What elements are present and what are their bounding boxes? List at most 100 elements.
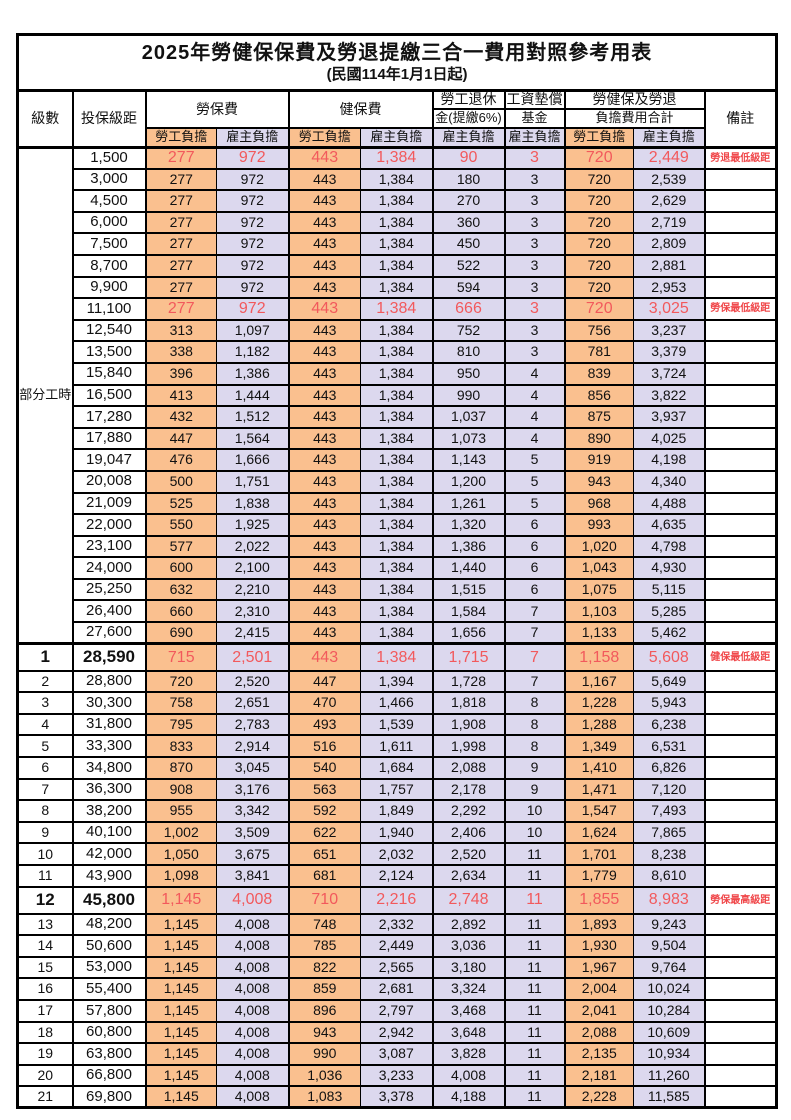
col-group-total-line1: 勞健保及勞退 [563,89,705,110]
remark-cell [703,426,778,451]
fee-cell: 1,320 [431,513,505,537]
col-group-pension-line2: 金(提繳6%) [431,108,505,129]
fee-cell: 890 [563,426,634,451]
fee-cell: 443 [287,448,361,472]
fee-cell: 2,100 [216,556,289,580]
fee-cell: 990 [431,383,505,408]
fee-cell: 470 [287,691,361,715]
fee-cell: 4,025 [633,426,705,451]
fee-cell: 2,181 [563,1063,634,1088]
fee-cell: 4 [503,361,565,386]
bracket-cell: 36,300 [71,777,146,802]
bracket-cell: 57,800 [71,998,146,1023]
fee-cell: 313 [144,318,217,343]
fee-cell: 2,088 [431,756,505,780]
fee-cell: 1,145 [144,934,217,958]
table-row: 6,000 277 972 443 1,384 360 3 720 2,719 [18,210,778,235]
bracket-cell: 42,000 [71,842,146,866]
fee-cell: 4,008 [216,885,289,915]
level-cell: 2 [17,669,73,694]
fee-cell: 6,826 [633,756,705,780]
fee-cell: 1,684 [360,756,433,780]
table-row: 12,540 313 1,097 443 1,384 752 3 756 3,237 [18,318,778,343]
fee-cell: 277 [144,189,217,213]
fee-cell: 3,675 [216,842,289,866]
fee-cell: 3,937 [633,405,705,429]
remark-cell [703,513,778,537]
subheader-employer-share: 雇主負擔 [431,127,505,149]
fee-cell: 1,182 [216,340,289,364]
fee-cell: 443 [287,383,361,408]
fee-cell: 968 [563,491,634,516]
fee-cell: 756 [563,318,634,343]
fee-cell: 1,143 [431,448,505,472]
fee-cell: 1,002 [144,820,217,845]
fee-cell: 4 [503,383,565,408]
fee-cell: 1,288 [563,712,634,737]
bracket-cell: 3,000 [71,167,146,192]
fee-cell: 2,629 [633,189,705,213]
fee-cell: 3,180 [431,955,505,980]
fee-cell: 810 [431,340,505,364]
fee-cell: 1,384 [360,340,433,364]
fee-cell: 3,237 [633,318,705,343]
bracket-cell: 38,200 [71,799,146,823]
remark-cell [703,167,778,192]
fee-cell: 1,228 [563,691,634,715]
remark-cell: 健保最低級距 [703,642,778,672]
subheader-employer-share: 雇主負擔 [633,127,705,149]
remark-cell: 勞保最低級距 [703,297,778,321]
fee-cell: 2,914 [216,734,289,759]
table-row: 20,008 500 1,751 443 1,384 1,200 5 943 4,340 [18,469,778,494]
fee-cell: 11 [503,885,565,915]
fee-cell: 11 [503,842,565,866]
fee-cell: 9,504 [633,934,705,958]
table-row: 1 28,590 715 2,501 443 1,384 1,715 7 1,158 5,608 健… [17,642,778,672]
remark-cell [703,864,778,888]
fee-cell: 7,865 [633,820,705,845]
fee-cell: 2,210 [216,577,289,602]
fee-cell: 839 [563,361,634,386]
fee-cell: 432 [144,405,217,429]
bracket-cell: 45,800 [71,885,146,915]
fee-cell: 443 [287,469,361,494]
fee-cell: 5,649 [633,669,705,694]
fee-cell: 2,953 [633,275,705,300]
remark-cell [703,934,778,958]
fee-cell: 972 [216,146,289,170]
fee-cell: 2,310 [216,599,289,624]
table-row: 21,009 525 1,838 443 1,384 1,261 5 968 4,488 [18,491,778,516]
fee-cell: 710 [287,885,361,915]
fee-cell: 748 [287,912,361,937]
fee-cell: 2,809 [633,232,705,256]
table-row: 4 31,800 795 2,783 493 1,539 1,908 8 1,288 6,238 [17,712,778,737]
bracket-cell: 28,590 [71,642,146,672]
fee-cell: 2,216 [360,885,433,915]
fee-cell: 1,145 [144,1085,217,1109]
table-row: 3 30,300 758 2,651 470 1,466 1,818 8 1,228 5,943 [17,691,778,715]
fee-cell: 476 [144,448,217,472]
fee-cell: 720 [563,146,634,170]
fee-cell: 3,822 [633,383,705,408]
table-row: 16 55,400 1,145 4,008 859 2,681 3,324 11 2,004 10… [17,977,778,1001]
table-row: 21 69,800 1,145 4,008 1,083 3,378 4,188 11 2,228… [17,1085,778,1109]
fee-cell: 5,115 [633,577,705,602]
fee-cell: 2,032 [360,842,433,866]
fee-cell: 972 [216,253,289,278]
remark-cell [703,405,778,429]
remark-cell [703,1063,778,1088]
fee-cell: 443 [287,599,361,624]
fee-cell: 9,764 [633,955,705,980]
fee-cell: 781 [563,340,634,364]
fee-cell: 443 [287,621,361,645]
fee-cell: 1,666 [216,448,289,472]
fee-cell: 360 [431,210,505,235]
fee-cell: 3 [503,189,565,213]
bracket-cell: 25,250 [71,577,146,602]
fee-cell: 3 [503,146,565,170]
fee-cell: 11 [503,934,565,958]
fee-cell: 4,008 [216,934,289,958]
fee-cell: 785 [287,934,361,958]
fee-cell: 4,340 [633,469,705,494]
bracket-cell: 12,540 [71,318,146,343]
